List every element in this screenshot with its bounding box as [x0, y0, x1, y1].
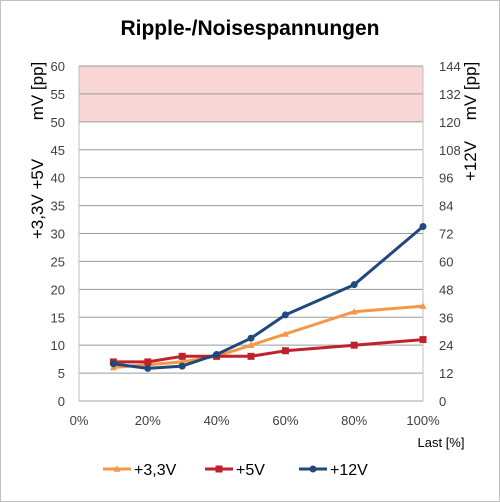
- data-point-triangle: [113, 465, 121, 472]
- y-left-tick-label: 35: [51, 199, 65, 214]
- data-point-circle: [109, 360, 117, 368]
- y-left-tick-label: 5: [58, 366, 65, 381]
- data-point-circle: [281, 311, 289, 319]
- y-left-axis-label: +3,3V +5V: [28, 158, 47, 239]
- data-point-triangle: [419, 302, 427, 309]
- data-point-square: [419, 336, 427, 344]
- y-left-tick-label: 30: [51, 227, 65, 242]
- x-tick-labels: 0% 20% 40% 60% 80% 100%: [70, 413, 440, 428]
- y-right-tick-label: 12: [439, 366, 453, 381]
- y-right-tick-label: 120: [439, 115, 461, 130]
- data-point-triangle: [281, 330, 289, 337]
- legend-item: +3,3V: [103, 462, 177, 479]
- data-point-square: [144, 358, 152, 366]
- y-left-axis-label-line2: mV [pp]: [28, 62, 47, 121]
- x-tick-label: 20%: [135, 413, 161, 428]
- y-right-axis-label: +12V: [461, 140, 480, 181]
- y-right-tick-label: 60: [439, 254, 453, 269]
- y-left-tick-label: 0: [58, 394, 65, 409]
- y-right-tick-label: 48: [439, 282, 453, 297]
- x-axis-label: Last [%]: [418, 435, 465, 450]
- legend-item: +5V: [205, 462, 265, 479]
- data-point-circle: [247, 334, 255, 342]
- y-left-tick-label: 45: [51, 143, 65, 158]
- y-right-tick-label: 144: [439, 59, 461, 74]
- y-left-tick-labels: 0 5 10 15 20 25 30 35 40 45 50 55 60: [51, 59, 65, 409]
- data-point-square: [350, 341, 358, 349]
- y-left-tick-label: 40: [51, 171, 65, 186]
- x-tick-label: 40%: [204, 413, 230, 428]
- y-right-axis-label-unit: mV [pp]: [461, 62, 480, 121]
- y-right-tick-label: 36: [439, 310, 453, 325]
- y-left-tick-label: 20: [51, 282, 65, 297]
- series-line: [111, 338, 425, 364]
- data-point-square: [215, 465, 223, 473]
- data-point-circle: [178, 362, 186, 370]
- y-right-axis-label-line2: mV [pp]: [461, 62, 480, 121]
- y-left-axis-label-unit: mV [pp]: [28, 62, 47, 121]
- y-right-tick-labels: 0 12 24 36 48 60 72 84 96 108 120 132 144: [439, 59, 461, 409]
- legend-label: +12V: [330, 462, 368, 479]
- legend: +3,3V +5V +12V: [103, 462, 368, 479]
- x-tick-label: 0%: [70, 413, 89, 428]
- x-tick-label: 80%: [341, 413, 367, 428]
- chart-title: Ripple-/Noisespannungen: [120, 17, 379, 40]
- y-left-tick-label: 60: [51, 59, 65, 74]
- y-left-axis-label-line1: +3,3V +5V: [28, 158, 47, 239]
- series-layer: [109, 223, 427, 372]
- legend-label: +5V: [236, 462, 265, 479]
- x-tick-label: 100%: [406, 413, 440, 428]
- y-left-tick-label: 55: [51, 87, 65, 102]
- y-right-tick-label: 24: [439, 338, 453, 353]
- y-left-tick-label: 10: [51, 338, 65, 353]
- data-point-circle: [213, 350, 221, 358]
- data-point-circle: [419, 223, 427, 231]
- series-12v: [109, 223, 427, 372]
- data-point-square: [178, 352, 186, 360]
- data-point-square: [281, 347, 289, 355]
- series-line: [111, 225, 425, 370]
- data-point-triangle: [247, 341, 255, 348]
- y-right-axis-label-line1: +12V: [461, 140, 480, 181]
- y-right-tick-label: 0: [439, 394, 446, 409]
- data-point-circle: [309, 465, 317, 473]
- data-point-circle: [144, 364, 152, 372]
- y-left-tick-label: 25: [51, 254, 65, 269]
- x-tick-label: 60%: [272, 413, 298, 428]
- y-right-tick-label: 72: [439, 227, 453, 242]
- y-right-tick-label: 96: [439, 171, 453, 186]
- y-right-tick-label: 84: [439, 199, 453, 214]
- y-right-tick-label: 108: [439, 143, 461, 158]
- data-point-circle: [350, 281, 358, 289]
- y-left-tick-label: 50: [51, 115, 65, 130]
- data-point-square: [247, 352, 255, 360]
- legend-item: +12V: [299, 462, 368, 479]
- y-right-tick-label: 132: [439, 87, 461, 102]
- y-left-tick-label: 15: [51, 310, 65, 325]
- series-line: [111, 304, 425, 369]
- legend-label: +3,3V: [134, 462, 177, 479]
- data-point-triangle: [350, 308, 358, 315]
